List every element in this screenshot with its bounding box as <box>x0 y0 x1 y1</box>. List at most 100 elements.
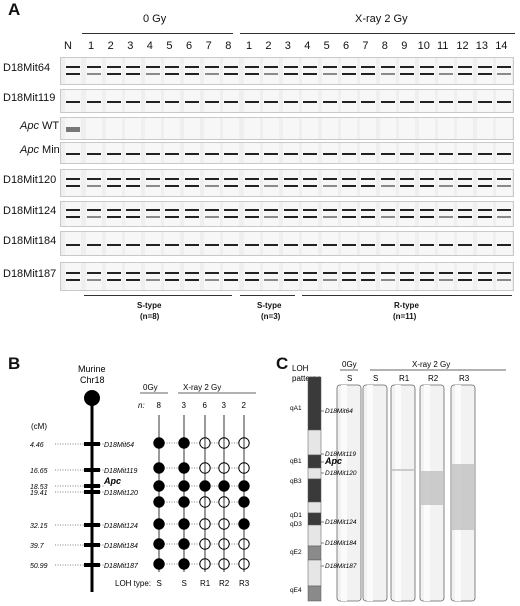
locus-rows: 4.46 D18Mit64 16.65 D18Mit119 18.53 Apc 19.41 D… <box>30 415 250 572</box>
gel-lane <box>399 170 416 196</box>
band-label: qE4 <box>290 587 302 594</box>
gel-lane <box>203 202 220 226</box>
gel-lane <box>399 58 416 84</box>
locus-cm: 39.7 <box>30 543 45 550</box>
pattern-column-label: S <box>347 374 352 383</box>
loh-type-value: S <box>182 579 187 588</box>
ideogram-band <box>307 524 322 547</box>
gel-band <box>204 178 219 180</box>
s-type-3-n: (n=3) <box>261 312 281 321</box>
gel-lane <box>321 170 338 196</box>
gel-band <box>477 153 492 155</box>
band-label: qD1 <box>290 512 302 519</box>
gel-band <box>185 243 199 246</box>
locus-tick <box>84 484 100 488</box>
gel-band <box>477 271 492 274</box>
gel-band <box>497 185 512 187</box>
gel-band <box>283 243 298 246</box>
gel-band <box>439 185 453 187</box>
gel-band <box>224 73 239 75</box>
lane-n: N <box>64 40 72 52</box>
loh-patterns-label-1: LOH <box>292 364 309 373</box>
pattern-column-label: R2 <box>428 374 439 383</box>
gel-lane <box>184 58 200 84</box>
locus-name: D18Mit187 <box>104 563 139 570</box>
gel-band <box>165 243 180 246</box>
gel-band <box>264 185 279 187</box>
gel-band <box>126 185 141 187</box>
gel-band <box>400 271 415 274</box>
gel-lane <box>223 202 240 226</box>
gel-band <box>106 209 121 211</box>
marker-label: D18Mit124 <box>3 205 56 217</box>
locus-cm: 32.15 <box>30 523 48 530</box>
gel-band <box>439 178 453 180</box>
gel-lane <box>125 263 142 290</box>
gel-band <box>185 185 199 187</box>
lane-xray-14: 14 <box>495 40 508 52</box>
loh-region <box>420 471 444 505</box>
gel-lane <box>457 58 474 84</box>
gel-lane <box>457 170 474 196</box>
gel-lane <box>476 118 493 139</box>
pattern-columns: S S R1 R2 R3 <box>336 374 476 602</box>
ideogram-band <box>307 545 322 561</box>
pattern-column-label: R1 <box>399 374 410 383</box>
gel-band <box>458 73 473 75</box>
gel-band <box>87 101 101 103</box>
gel-band <box>126 271 141 274</box>
c-head-0gy: 0Gy <box>342 360 357 369</box>
marker-label: D18Mit187 <box>325 563 357 570</box>
gel-band <box>145 178 160 180</box>
gel-band <box>224 178 239 180</box>
gel-row <box>60 169 514 197</box>
n-values-row: 8 3 6 3 2 <box>157 401 247 410</box>
gel-row <box>60 57 514 85</box>
gel-band <box>361 185 376 187</box>
gel-band <box>204 216 219 218</box>
gel-lane <box>65 58 81 84</box>
gel-lane <box>203 118 220 139</box>
gel-band <box>419 73 434 75</box>
gel-lane <box>496 118 513 139</box>
ideogram-band <box>307 454 322 469</box>
gel-band <box>106 243 121 246</box>
gel-band <box>342 216 356 218</box>
gel-lane <box>105 58 122 84</box>
gel-band <box>126 209 141 211</box>
gel-lane <box>321 202 338 226</box>
c-head-xray: X-ray 2 Gy <box>412 360 450 369</box>
gel-band <box>224 101 239 103</box>
gel-band <box>361 271 376 274</box>
gel-band <box>264 178 279 180</box>
gel-band <box>303 185 318 187</box>
gel-band <box>264 271 279 274</box>
locus-name: D18Mit124 <box>104 523 138 530</box>
gel-band <box>245 243 259 246</box>
gel-band <box>204 101 219 103</box>
gel-lane <box>144 58 161 84</box>
lane-xray-4: 4 <box>304 40 311 52</box>
gel-band <box>185 66 199 68</box>
head-xray: X-ray 2 Gy <box>183 383 221 392</box>
gel-band <box>264 101 279 103</box>
marker-label-text: D18Mit124 <box>3 205 57 217</box>
lane-xray-6: 6 <box>343 40 350 52</box>
marker-label-text: Min <box>38 144 60 156</box>
gel-lane <box>184 263 200 290</box>
locus-cm: 18.53 <box>30 484 48 491</box>
gel-band <box>380 101 395 103</box>
r-type-bracket <box>302 295 512 296</box>
marker-label-text: WT <box>38 119 60 132</box>
gel-band <box>419 216 434 218</box>
gel-lane <box>282 170 299 196</box>
gel-band <box>477 216 492 218</box>
gel-band <box>497 66 512 68</box>
gel-band <box>458 185 473 187</box>
gel-band <box>322 243 337 246</box>
gel-band <box>380 209 395 211</box>
marker-label: D18Mit64 <box>3 62 50 74</box>
gel-lane <box>144 263 161 290</box>
gel-band <box>380 73 395 75</box>
gel-band <box>66 278 80 281</box>
